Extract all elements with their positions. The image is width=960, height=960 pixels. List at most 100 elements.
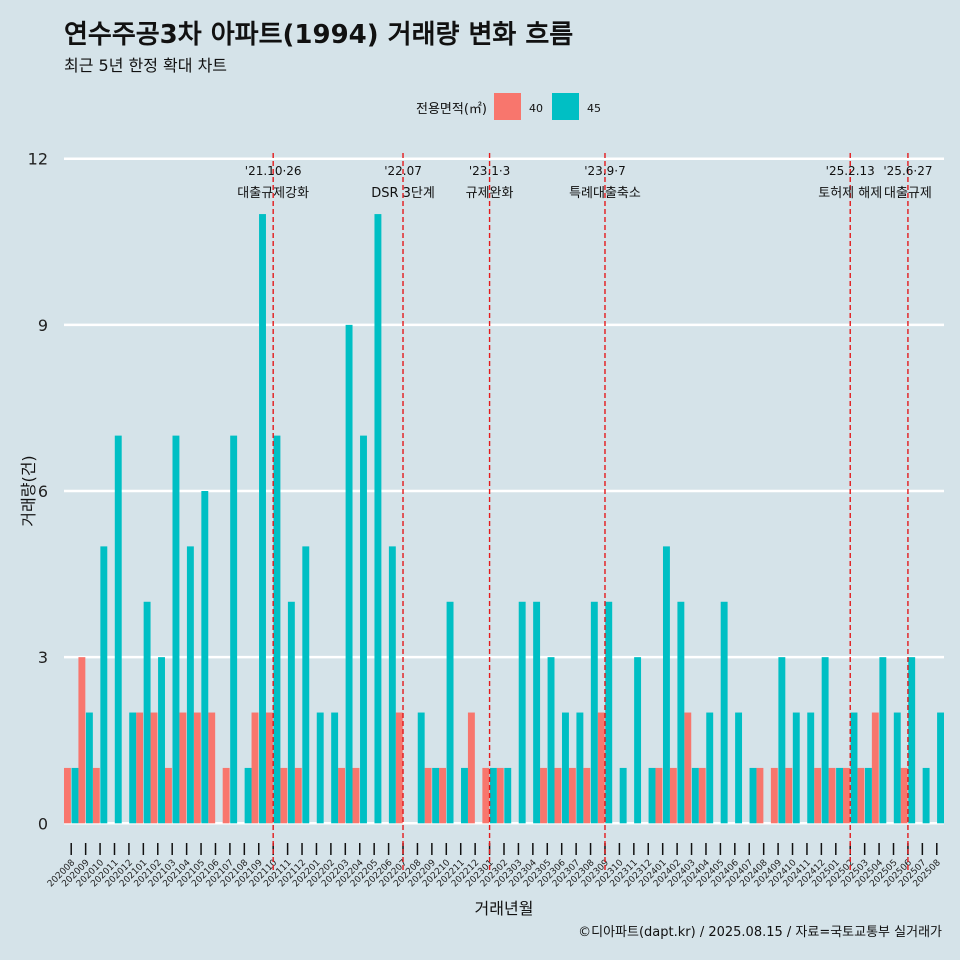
chart-title: 연수주공3차 아파트(1994) 거래량 변화 흐름 — [64, 20, 574, 50]
legend-label-45: 45 — [587, 102, 601, 115]
bar-45-202406 — [735, 712, 743, 824]
event-date: '21.10·26 — [245, 164, 302, 178]
bar-45-202012 — [129, 712, 137, 824]
source-caption: ©디아파트(dapt.kr) / 2025.08.15 / 자료=국토교통부 실… — [578, 925, 942, 940]
bar-40-202102 — [150, 712, 158, 824]
bar-40-202110 — [265, 712, 273, 824]
bar-45-202311 — [634, 657, 642, 824]
bar-45-202211 — [461, 767, 468, 824]
bar-40-202210 — [439, 767, 446, 824]
bar-40-202107 — [222, 767, 230, 824]
bar-40-202503 — [857, 767, 865, 824]
bar-45-202112 — [302, 546, 310, 824]
bar-45-202210 — [446, 601, 454, 824]
bar-40-202308 — [583, 767, 591, 824]
bar-40-202109 — [251, 712, 259, 824]
legend-swatch-45 — [552, 93, 579, 120]
bar-45-202502 — [850, 712, 858, 824]
bar-45-202305 — [547, 657, 555, 824]
bar-45-202110 — [273, 435, 281, 824]
bar-40-202502 — [843, 767, 850, 824]
bar-45-202205 — [374, 214, 382, 824]
bar-40-202408 — [756, 767, 764, 824]
bar-40-202008 — [64, 767, 71, 824]
bar-45-202508 — [937, 712, 944, 824]
event-label: 토허제 해제 — [818, 186, 882, 201]
bar-45-202504 — [879, 657, 887, 824]
bar-45-202506 — [908, 657, 916, 824]
bar-45-202201 — [316, 712, 324, 824]
bar-45-202507 — [922, 767, 930, 824]
bar-40-202212 — [467, 712, 475, 824]
bar-45-202304 — [533, 601, 541, 824]
bar-40-202207 — [395, 712, 403, 824]
bar-40-202010 — [92, 767, 100, 824]
event-date: '25.2.13 — [826, 164, 875, 178]
bar-40-202101 — [136, 712, 144, 824]
bar-45-202108 — [244, 767, 252, 824]
bar-45-202302 — [504, 767, 512, 824]
bar-45-202102 — [158, 657, 165, 824]
bar-40-202209 — [424, 767, 432, 824]
event-date: '25.6·27 — [883, 164, 932, 178]
bar-40-202506 — [900, 767, 908, 824]
bar-45-202105 — [201, 491, 209, 824]
bar-45-202410 — [792, 712, 800, 824]
bar-45-202010 — [100, 546, 108, 824]
bar-45-202202 — [331, 712, 339, 824]
bar-45-202309 — [605, 601, 613, 824]
bar-40-202203 — [338, 767, 346, 824]
bar-45-202206 — [388, 546, 396, 824]
legend-swatch-40 — [494, 93, 521, 120]
bar-40-202402 — [669, 767, 677, 824]
bar-40-202410 — [785, 767, 793, 824]
bar-40-202504 — [871, 712, 879, 824]
legend-title: 전용면적(㎡) — [416, 102, 487, 117]
bar-45-202101 — [143, 601, 151, 824]
bar-40-202009 — [78, 657, 86, 824]
chart-subtitle: 최근 5년 한정 확대 차트 — [64, 56, 228, 75]
bar-40-202111 — [280, 767, 288, 824]
event-label: 규제완화 — [466, 186, 514, 201]
bar-40-202302 — [496, 767, 504, 824]
bar-40-202104 — [179, 712, 187, 824]
bar-45-202103 — [172, 435, 180, 824]
bar-45-202308 — [590, 601, 598, 824]
bar-45-202401 — [662, 546, 670, 824]
bar-45-202412 — [821, 657, 829, 824]
event-label: 특례대출축소 — [569, 186, 641, 201]
bar-45-202306 — [562, 712, 569, 824]
bar-40-202404 — [698, 767, 706, 824]
bar-40-202403 — [684, 712, 692, 824]
bar-40-202307 — [568, 767, 576, 824]
bar-45-202303 — [518, 601, 526, 824]
event-date: '23.9·7 — [584, 164, 625, 178]
bar-45-202405 — [720, 601, 728, 824]
bar-45-202411 — [807, 712, 815, 824]
bar-45-202204 — [360, 435, 367, 824]
y-tick-label: 6 — [38, 482, 48, 501]
bar-40-202401 — [655, 767, 663, 824]
bar-45-202505 — [893, 712, 901, 824]
bar-45-202404 — [706, 712, 714, 824]
bar-45-202009 — [85, 712, 93, 824]
bar-40-202412 — [814, 767, 822, 824]
bar-45-202107 — [230, 435, 238, 824]
bar-45-202111 — [287, 601, 295, 824]
bar-45-202409 — [778, 657, 786, 824]
event-label: DSR 3단계 — [371, 186, 435, 201]
bar-40-202105 — [193, 712, 201, 824]
bar-45-202402 — [677, 601, 685, 824]
y-axis-title: 거래량(건) — [19, 455, 38, 526]
x-axis-title: 거래년월 — [475, 899, 534, 918]
bar-40-202106 — [208, 712, 216, 824]
bar-45-202203 — [345, 324, 353, 824]
y-tick-label: 12 — [28, 150, 48, 169]
bar-45-202503 — [864, 767, 872, 824]
bar-45-202501 — [836, 767, 844, 824]
bar-40-202301 — [482, 767, 490, 824]
bar-40-202309 — [597, 712, 605, 824]
bar-40-202306 — [554, 767, 562, 824]
y-tick-label: 3 — [38, 648, 48, 667]
